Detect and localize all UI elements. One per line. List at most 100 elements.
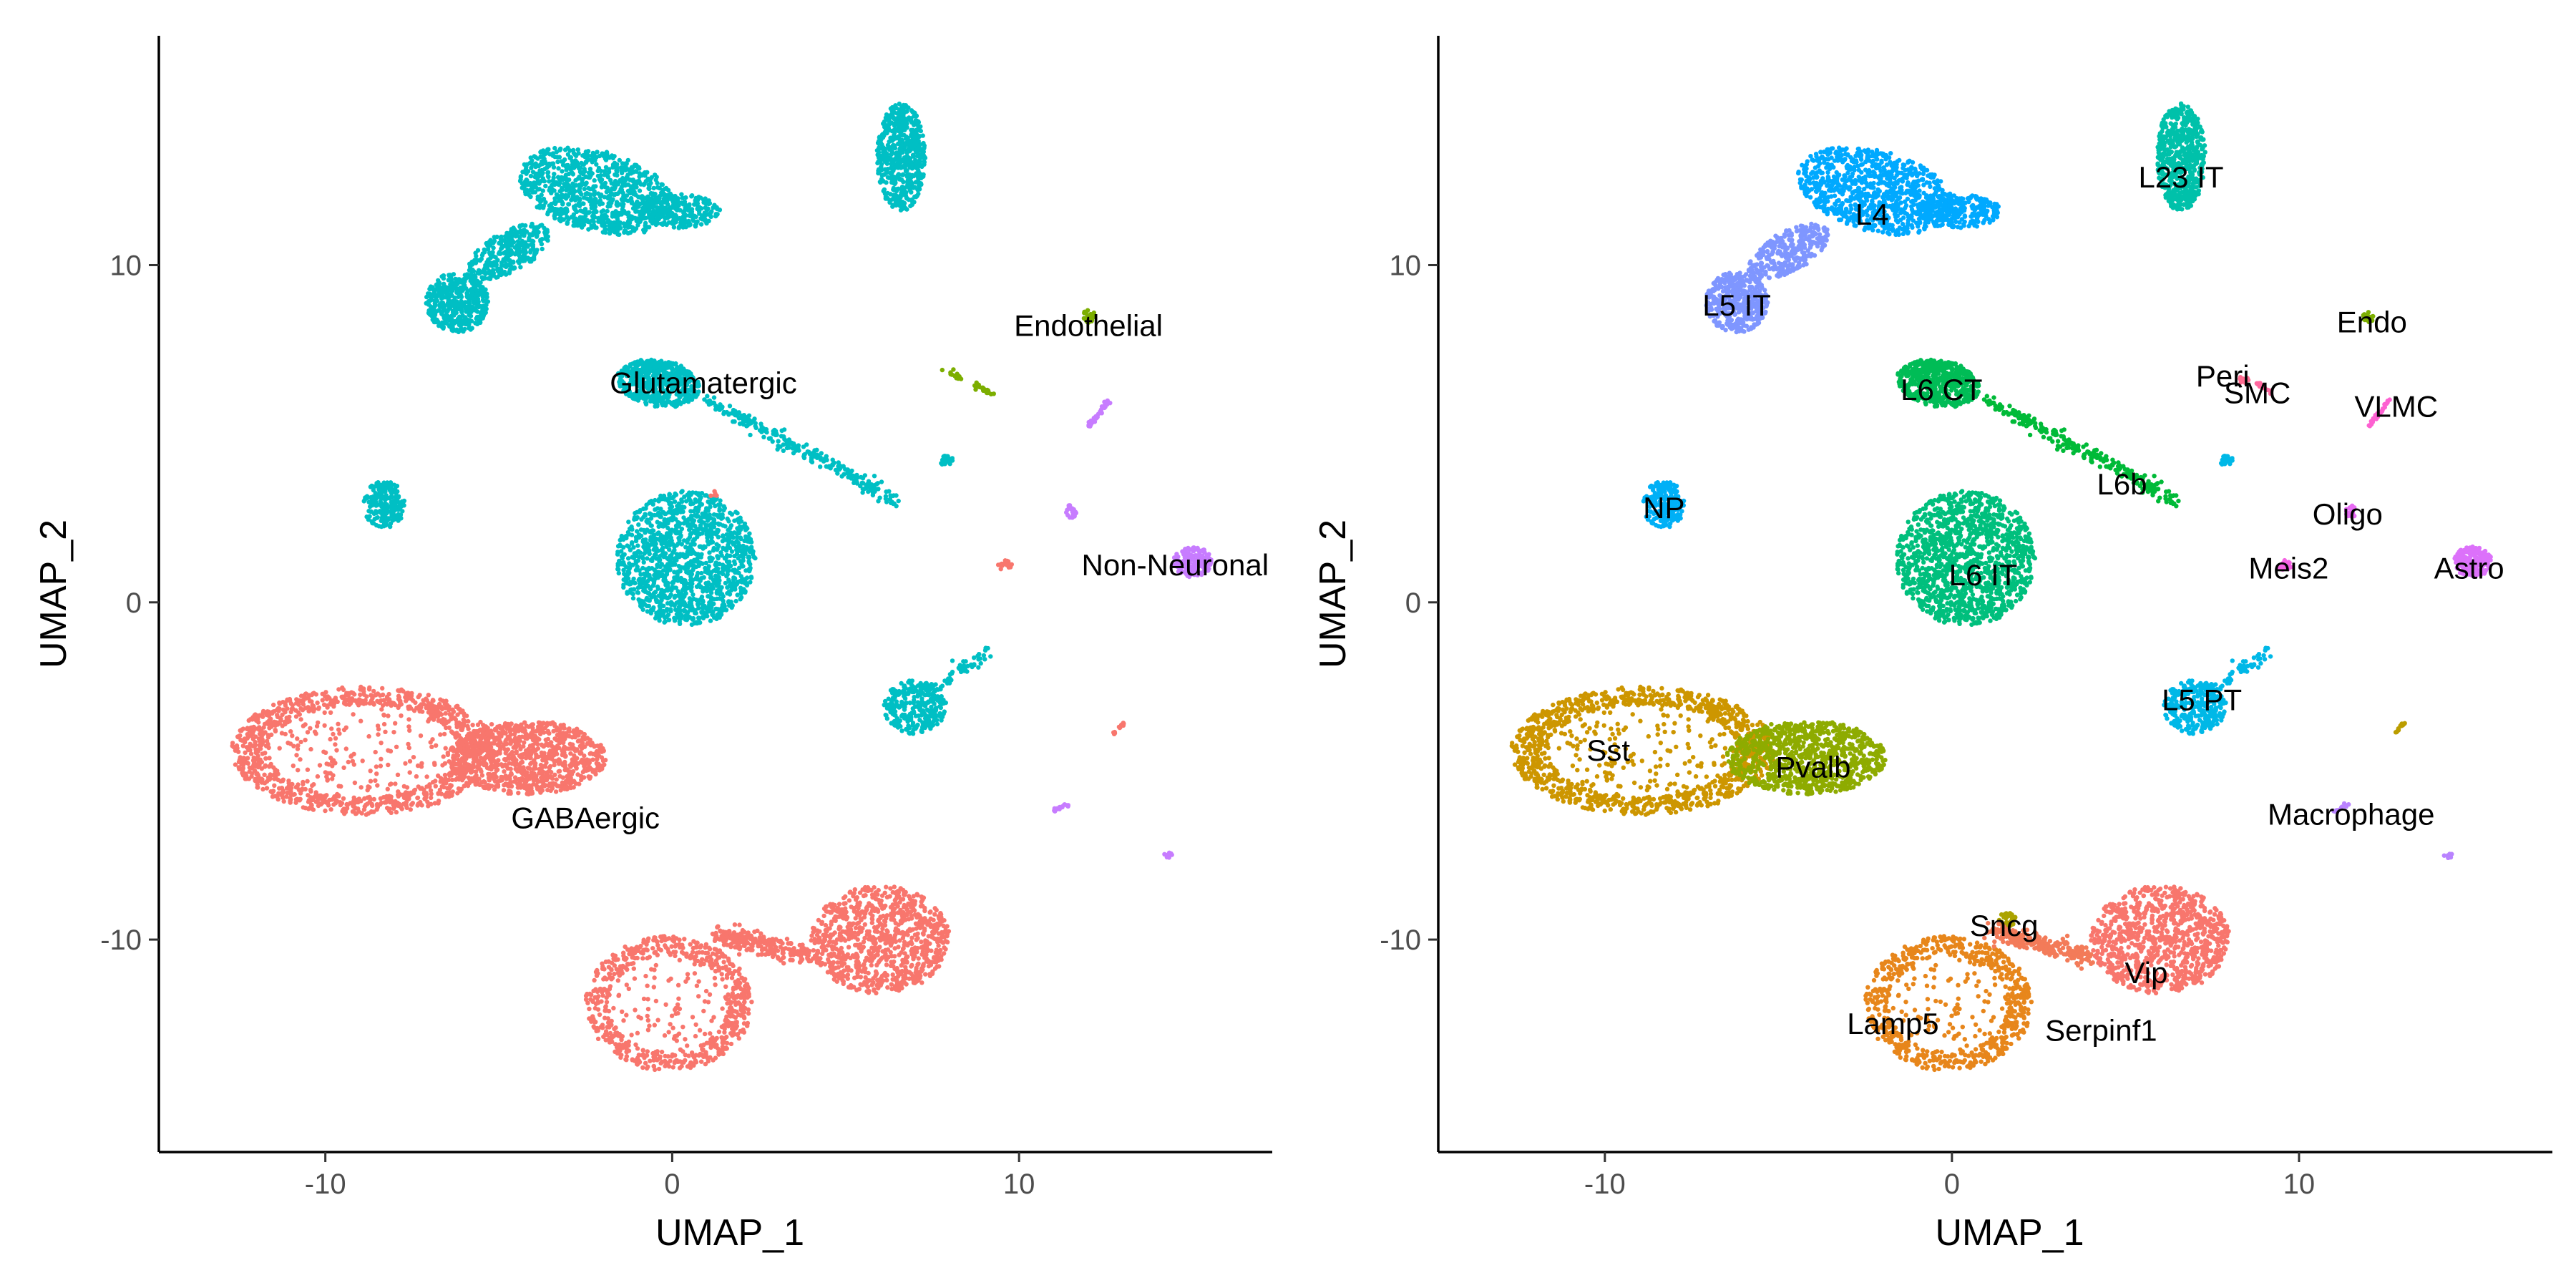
cell-point <box>538 238 543 243</box>
cell-point <box>482 247 487 253</box>
cell-point <box>647 576 652 581</box>
cell-point <box>690 605 695 610</box>
cell-point <box>935 718 940 723</box>
cell-point <box>570 190 575 195</box>
cell-point <box>738 595 744 600</box>
cell-point <box>656 570 661 575</box>
cell-point <box>528 155 533 160</box>
cell-point <box>474 253 479 258</box>
cell-point <box>901 124 907 129</box>
cell-point <box>732 561 738 567</box>
cell-point <box>662 193 667 199</box>
cell-point <box>454 307 459 312</box>
cell-point <box>706 515 712 520</box>
cell-point <box>667 565 672 570</box>
cell-point <box>653 507 658 512</box>
cell-point <box>689 588 694 593</box>
cell-point <box>478 280 483 286</box>
cell-point <box>629 199 634 204</box>
cell-point <box>498 241 504 246</box>
cell-point <box>543 183 548 189</box>
cell-point <box>383 501 388 506</box>
cell-point <box>452 319 457 324</box>
cell-point <box>665 595 670 601</box>
cell-point <box>532 227 537 232</box>
cell-point <box>921 172 926 177</box>
cell-point <box>481 287 486 293</box>
cell-point <box>568 155 574 160</box>
cell-point <box>376 480 381 485</box>
cell-point <box>619 197 625 202</box>
cell-point <box>748 575 754 580</box>
cell-point <box>651 185 656 191</box>
cell-point <box>381 486 386 491</box>
cell-point <box>484 295 489 300</box>
cell-point <box>680 509 686 514</box>
cell-point <box>650 215 655 220</box>
cell-point <box>434 319 439 325</box>
cell-point <box>547 179 552 184</box>
cell-point <box>850 473 856 478</box>
cell-point <box>623 210 628 215</box>
cell-point <box>659 587 665 592</box>
cell-point <box>597 202 602 207</box>
cell-point <box>884 151 889 156</box>
cell-point <box>590 160 595 165</box>
cell-point <box>668 553 673 559</box>
cell-point <box>592 190 597 196</box>
cell-point <box>540 154 545 160</box>
cell-point <box>631 545 636 550</box>
cell-point <box>609 181 614 186</box>
cell-point <box>818 455 824 460</box>
cell-point <box>745 535 751 540</box>
cell-point <box>841 472 847 477</box>
cell-point <box>584 196 590 201</box>
cell-point <box>746 560 752 565</box>
cell-point <box>633 554 638 559</box>
cell-point <box>536 230 541 235</box>
cell-point <box>679 542 684 547</box>
cell-point <box>426 302 431 307</box>
cell-point <box>690 581 695 586</box>
cell-point <box>806 449 811 454</box>
cell-point <box>879 165 884 170</box>
cell-point <box>532 180 537 185</box>
cell-point <box>454 327 459 332</box>
cell-point <box>670 550 675 555</box>
cell-point <box>909 160 914 165</box>
cell-point <box>866 489 871 494</box>
cell-point <box>708 524 713 529</box>
cell-point <box>717 577 722 583</box>
cell-point <box>717 508 722 513</box>
cell-point <box>629 214 635 219</box>
cell-point <box>583 149 589 155</box>
cell-point <box>470 306 475 311</box>
cell-point <box>885 190 890 196</box>
cell-point <box>781 448 786 453</box>
cell-point <box>429 309 434 314</box>
cell-point <box>651 590 657 596</box>
cell-point <box>801 454 806 459</box>
cell-point <box>704 532 709 537</box>
cell-point <box>570 171 575 177</box>
cell-point <box>709 597 714 602</box>
cell-point <box>726 411 731 416</box>
cell-point <box>894 127 899 132</box>
cell-point <box>888 494 894 499</box>
cell-point <box>701 545 706 550</box>
cell-point <box>383 522 389 528</box>
cell-point <box>660 524 666 529</box>
cell-point <box>579 170 585 175</box>
cell-point <box>872 474 877 479</box>
cell-point <box>682 566 688 571</box>
cell-point <box>681 515 686 520</box>
cell-point <box>633 169 638 174</box>
cell-point <box>615 172 620 178</box>
cell-point <box>677 621 683 626</box>
cell-point <box>379 496 384 501</box>
cell-point <box>910 152 916 157</box>
cell-point <box>846 474 851 479</box>
cell-point <box>890 109 896 114</box>
cell-point <box>577 215 583 220</box>
cell-point <box>900 107 905 112</box>
